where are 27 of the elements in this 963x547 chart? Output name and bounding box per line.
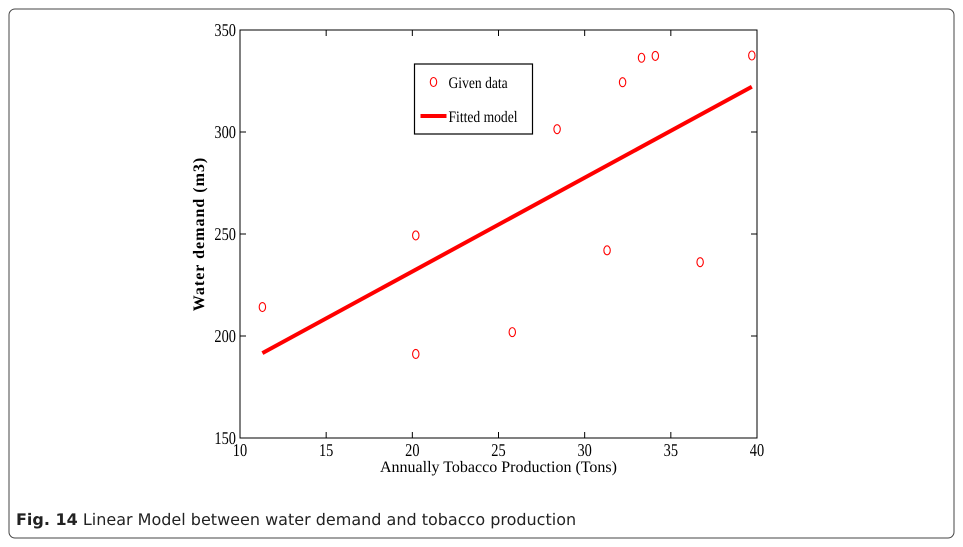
point <box>652 50 660 61</box>
point <box>412 230 420 240</box>
y-tick-label: 300 <box>214 121 236 142</box>
legend-label: Fitted model <box>448 109 518 126</box>
point <box>412 348 420 359</box>
point <box>696 257 704 268</box>
point <box>618 77 626 88</box>
point <box>553 124 561 134</box>
caption: Fig. 14 Linear Model between water demand and tobacco production <box>16 510 576 529</box>
x-tick-label: 20 <box>405 439 420 460</box>
x-tick-label: 35 <box>664 439 678 460</box>
y-tick-label: 250 <box>214 223 236 244</box>
y-axis-title: Water demand (m3) <box>191 156 208 312</box>
x-tick-label: 30 <box>577 439 592 460</box>
x-tick-label: 25 <box>491 439 506 460</box>
x-axis-title: Annually Tobacco Production (Tons) <box>380 459 617 476</box>
y-tick-label: 350 <box>214 19 236 40</box>
legend-label: Given data <box>448 75 508 92</box>
point <box>638 52 646 63</box>
point <box>748 50 756 61</box>
x-tick-label: 15 <box>318 439 334 460</box>
point <box>258 302 266 312</box>
point <box>603 245 611 256</box>
y-tick-label: 200 <box>214 325 236 346</box>
x-tick-label: 40 <box>750 439 764 460</box>
y-tick-label: 150 <box>214 427 236 448</box>
point <box>508 327 516 338</box>
